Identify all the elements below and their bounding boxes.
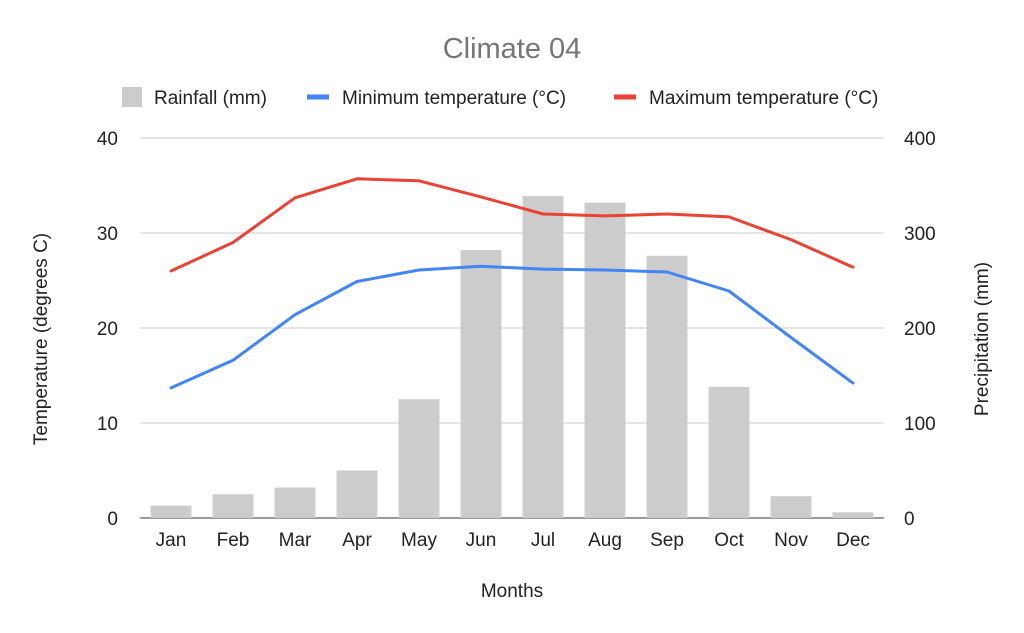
x-axis-ticks: Jan Feb Mar Apr May Jun Jul Aug Sep Oct Nov Dec — [156, 530, 870, 551]
x-tick-label: Dec — [836, 530, 870, 551]
legend: Rainfall (mm) Minimum temperature (°C) M… — [122, 87, 878, 109]
y-left-tick-label: 20 — [97, 319, 118, 340]
rainfall-bar-nov — [770, 496, 812, 518]
min-temperature-line — [169, 264, 855, 390]
rainfall-bar-jan — [150, 505, 192, 518]
rainfall-bar-oct — [708, 386, 750, 518]
y-left-tick-label: 30 — [97, 224, 118, 245]
rainfall-bar-aug — [584, 202, 626, 518]
x-tick-label: Aug — [588, 530, 622, 551]
rainfall-bar-sep — [646, 255, 688, 519]
left-axis-ticks: 0 10 20 30 40 — [97, 129, 118, 530]
x-tick-label: May — [401, 530, 437, 551]
chart-title: Climate 04 — [443, 33, 582, 65]
x-tick-label: Apr — [342, 530, 372, 551]
y-axis-right-title: Precipitation (mm) — [972, 262, 993, 416]
legend-label-min-temp: Minimum temperature (°C) — [342, 88, 566, 109]
rainfall-bars — [150, 195, 874, 519]
rainfall-bar-may — [398, 399, 440, 518]
x-tick-label: Mar — [279, 530, 312, 551]
temperature-lines — [169, 177, 855, 390]
gridlines — [140, 137, 884, 519]
rainfall-bar-feb — [212, 494, 254, 518]
x-tick-label: Jun — [466, 530, 497, 551]
x-tick-label: Nov — [774, 530, 808, 551]
x-tick-label: Feb — [217, 530, 250, 551]
rainfall-bar-jul — [522, 195, 564, 518]
legend-swatch-rainfall — [122, 87, 142, 107]
rainfall-bar-apr — [336, 470, 378, 518]
y-right-tick-label: 100 — [904, 414, 936, 435]
y-left-tick-label: 10 — [97, 414, 118, 435]
right-axis-ticks: 0 100 200 300 400 — [904, 129, 936, 530]
y-right-tick-label: 200 — [904, 319, 936, 340]
y-left-tick-label: 40 — [97, 129, 118, 150]
x-tick-label: Sep — [650, 530, 684, 551]
y-right-tick-label: 300 — [904, 224, 936, 245]
y-right-tick-label: 400 — [904, 129, 936, 150]
y-axis-left-title: Temperature (degrees C) — [31, 233, 52, 445]
x-axis-title: Months — [481, 581, 543, 602]
y-left-tick-label: 0 — [107, 509, 118, 530]
x-tick-label: Oct — [714, 530, 744, 551]
y-right-tick-label: 0 — [904, 509, 915, 530]
max-temperature-line — [169, 177, 855, 273]
legend-label-rainfall: Rainfall (mm) — [154, 88, 267, 109]
x-tick-label: Jan — [156, 530, 187, 551]
legend-label-max-temp: Maximum temperature (°C) — [649, 88, 878, 109]
rainfall-bar-mar — [274, 487, 316, 518]
rainfall-bar-jun — [460, 250, 502, 518]
rainfall-bar-dec — [832, 512, 874, 518]
x-tick-label: Jul — [531, 530, 555, 551]
